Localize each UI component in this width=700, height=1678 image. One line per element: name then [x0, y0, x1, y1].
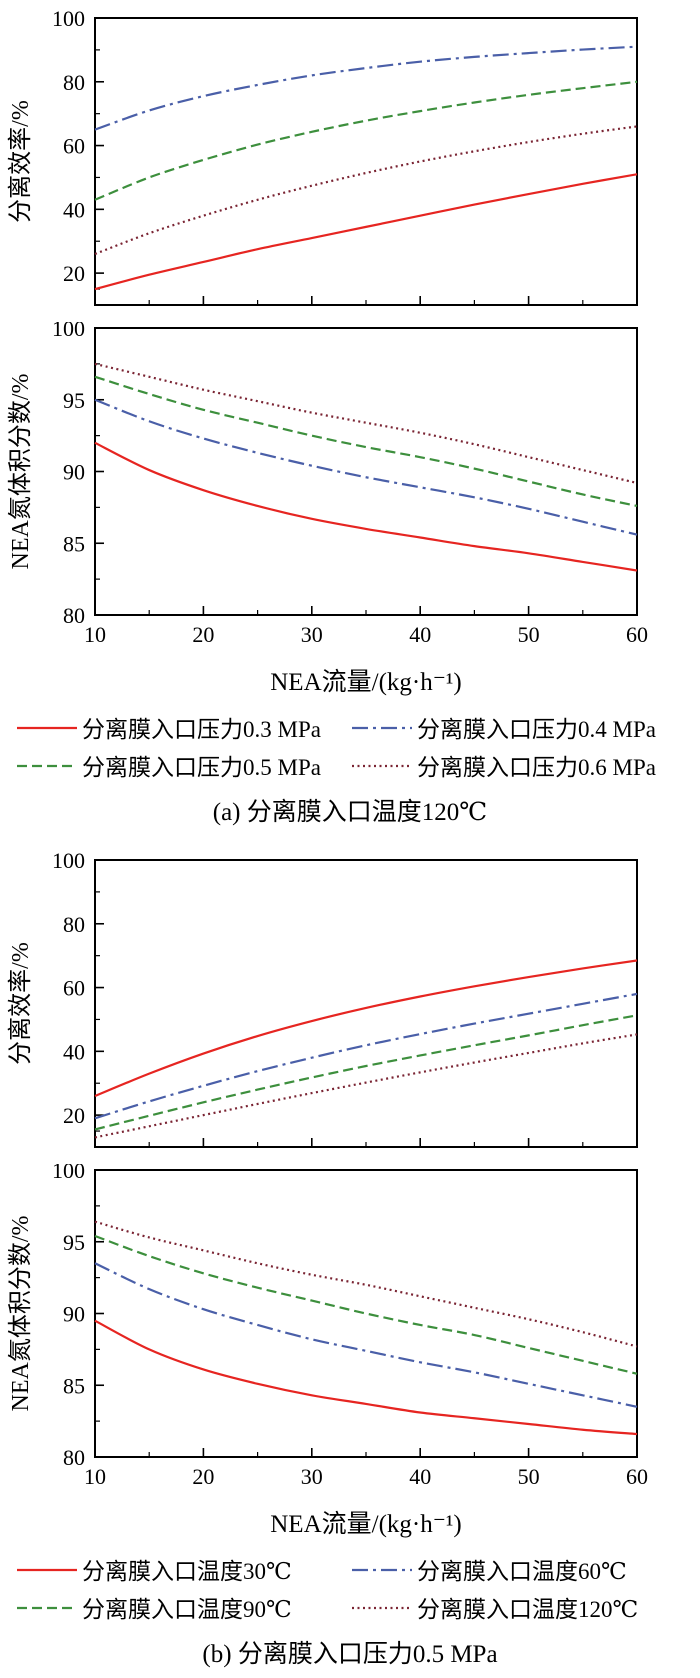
- svg-text:NEA氮体积分数/%: NEA氮体积分数/%: [7, 374, 34, 570]
- svg-text:95: 95: [63, 1230, 85, 1255]
- svg-text:40: 40: [63, 1039, 85, 1064]
- legend-item-a-3: 分离膜入口压力0.6 MPa: [350, 748, 685, 782]
- legend-line-sample: [352, 1568, 412, 1572]
- legend-label: 分离膜入口压力0.3 MPa: [82, 717, 321, 742]
- legend-line-sample: [17, 726, 77, 730]
- svg-text:10: 10: [84, 622, 106, 647]
- svg-text:40: 40: [409, 622, 431, 647]
- legend-label: 分离膜入口温度30℃: [82, 1559, 292, 1584]
- svg-text:85: 85: [63, 531, 85, 556]
- svg-text:80: 80: [63, 70, 85, 95]
- legend-item-b-1: 分离膜入口温度60℃: [350, 1552, 685, 1586]
- svg-text:20: 20: [192, 622, 214, 647]
- svg-text:30: 30: [301, 622, 323, 647]
- panel-b: 20 40 60 80 100 分离效率/% 10 20 30 40 50 60 80 85 90 95 10…: [0, 846, 700, 1670]
- svg-text:30: 30: [301, 1464, 323, 1489]
- svg-text:40: 40: [63, 197, 85, 222]
- legend-line-sample: [17, 764, 77, 768]
- svg-text:100: 100: [52, 848, 85, 873]
- legend-label: 分离膜入口压力0.6 MPa: [417, 755, 656, 780]
- svg-text:95: 95: [63, 388, 85, 413]
- svg-text:60: 60: [63, 134, 85, 159]
- svg-text:NEA氮体积分数/%: NEA氮体积分数/%: [7, 1216, 34, 1412]
- chart-a-separation-efficiency: 20 40 60 80 100 分离效率/%: [7, 6, 638, 306]
- svg-text:20: 20: [63, 261, 85, 286]
- svg-text:100: 100: [52, 1164, 85, 1183]
- svg-text:60: 60: [63, 976, 85, 1001]
- svg-text:40: 40: [409, 1464, 431, 1489]
- legend-item-a-1: 分离膜入口压力0.4 MPa: [350, 710, 685, 744]
- chart-a-nitrogen-fraction: 10 20 30 40 50 60 80 85 90 95 100 NEA氮体积分数/%: [7, 322, 648, 647]
- svg-text:20: 20: [63, 1103, 85, 1128]
- svg-text:60: 60: [626, 622, 648, 647]
- x-axis-label-a: NEA流量/(kg·h⁻¹): [270, 669, 462, 696]
- svg-text:90: 90: [63, 460, 85, 485]
- legend-label: 分离膜入口温度90℃: [82, 1597, 292, 1622]
- legend-label: 分离膜入口压力0.4 MPa: [417, 717, 656, 742]
- legend-label: 分离膜入口温度120℃: [417, 1597, 639, 1622]
- svg-text:90: 90: [63, 1302, 85, 1327]
- legend-item-a-2: 分离膜入口压力0.5 MPa: [15, 748, 350, 782]
- svg-text:100: 100: [52, 6, 85, 31]
- legend-item-b-2: 分离膜入口温度90℃: [15, 1590, 350, 1624]
- chart-b-nitrogen-fraction: 10 20 30 40 50 60 80 85 90 95 100 NEA氮体积分数/%: [7, 1164, 648, 1489]
- svg-text:50: 50: [518, 1464, 540, 1489]
- svg-text:80: 80: [63, 603, 85, 628]
- legend-label: 分离膜入口压力0.5 MPa: [82, 755, 321, 780]
- svg-text:80: 80: [63, 912, 85, 937]
- legend-label: 分离膜入口温度60℃: [417, 1559, 627, 1584]
- legend-line-sample: [352, 726, 412, 730]
- svg-text:80: 80: [63, 1445, 85, 1470]
- svg-text:分离效率/%: 分离效率/%: [7, 942, 34, 1065]
- legend-line-sample: [352, 1606, 412, 1610]
- caption-a: (a) 分离膜入口温度120℃: [212, 799, 488, 826]
- svg-text:100: 100: [52, 322, 85, 341]
- legend-item-b-0: 分离膜入口温度30℃: [15, 1552, 350, 1586]
- legend-item-a-0: 分离膜入口压力0.3 MPa: [15, 710, 350, 744]
- svg-text:10: 10: [84, 1464, 106, 1489]
- caption-b: (b) 分离膜入口压力0.5 MPa: [202, 1641, 498, 1668]
- svg-text:分离效率/%: 分离效率/%: [7, 100, 34, 223]
- svg-text:20: 20: [192, 1464, 214, 1489]
- legend-line-sample: [352, 764, 412, 768]
- svg-text:60: 60: [626, 1464, 648, 1489]
- svg-text:85: 85: [63, 1373, 85, 1398]
- legend-line-sample: [17, 1606, 77, 1610]
- legend-item-b-3: 分离膜入口温度120℃: [350, 1590, 685, 1624]
- chart-b-separation-efficiency: 20 40 60 80 100 分离效率/%: [7, 848, 638, 1148]
- legend-a: 分离膜入口压力0.3 MPa 分离膜入口压力0.4 MPa 分离膜入口压力0.5…: [0, 710, 700, 782]
- svg-text:50: 50: [518, 622, 540, 647]
- legend-line-sample: [17, 1568, 77, 1572]
- legend-b: 分离膜入口温度30℃ 分离膜入口温度60℃ 分离膜入口温度90℃ 分离膜入口温度…: [0, 1552, 700, 1624]
- x-axis-label-b: NEA流量/(kg·h⁻¹): [270, 1511, 462, 1538]
- panel-a: 20 40 60 80 100 分离效率/% 10 20 30 40 50 60 80 85 90 95 10…: [0, 4, 700, 828]
